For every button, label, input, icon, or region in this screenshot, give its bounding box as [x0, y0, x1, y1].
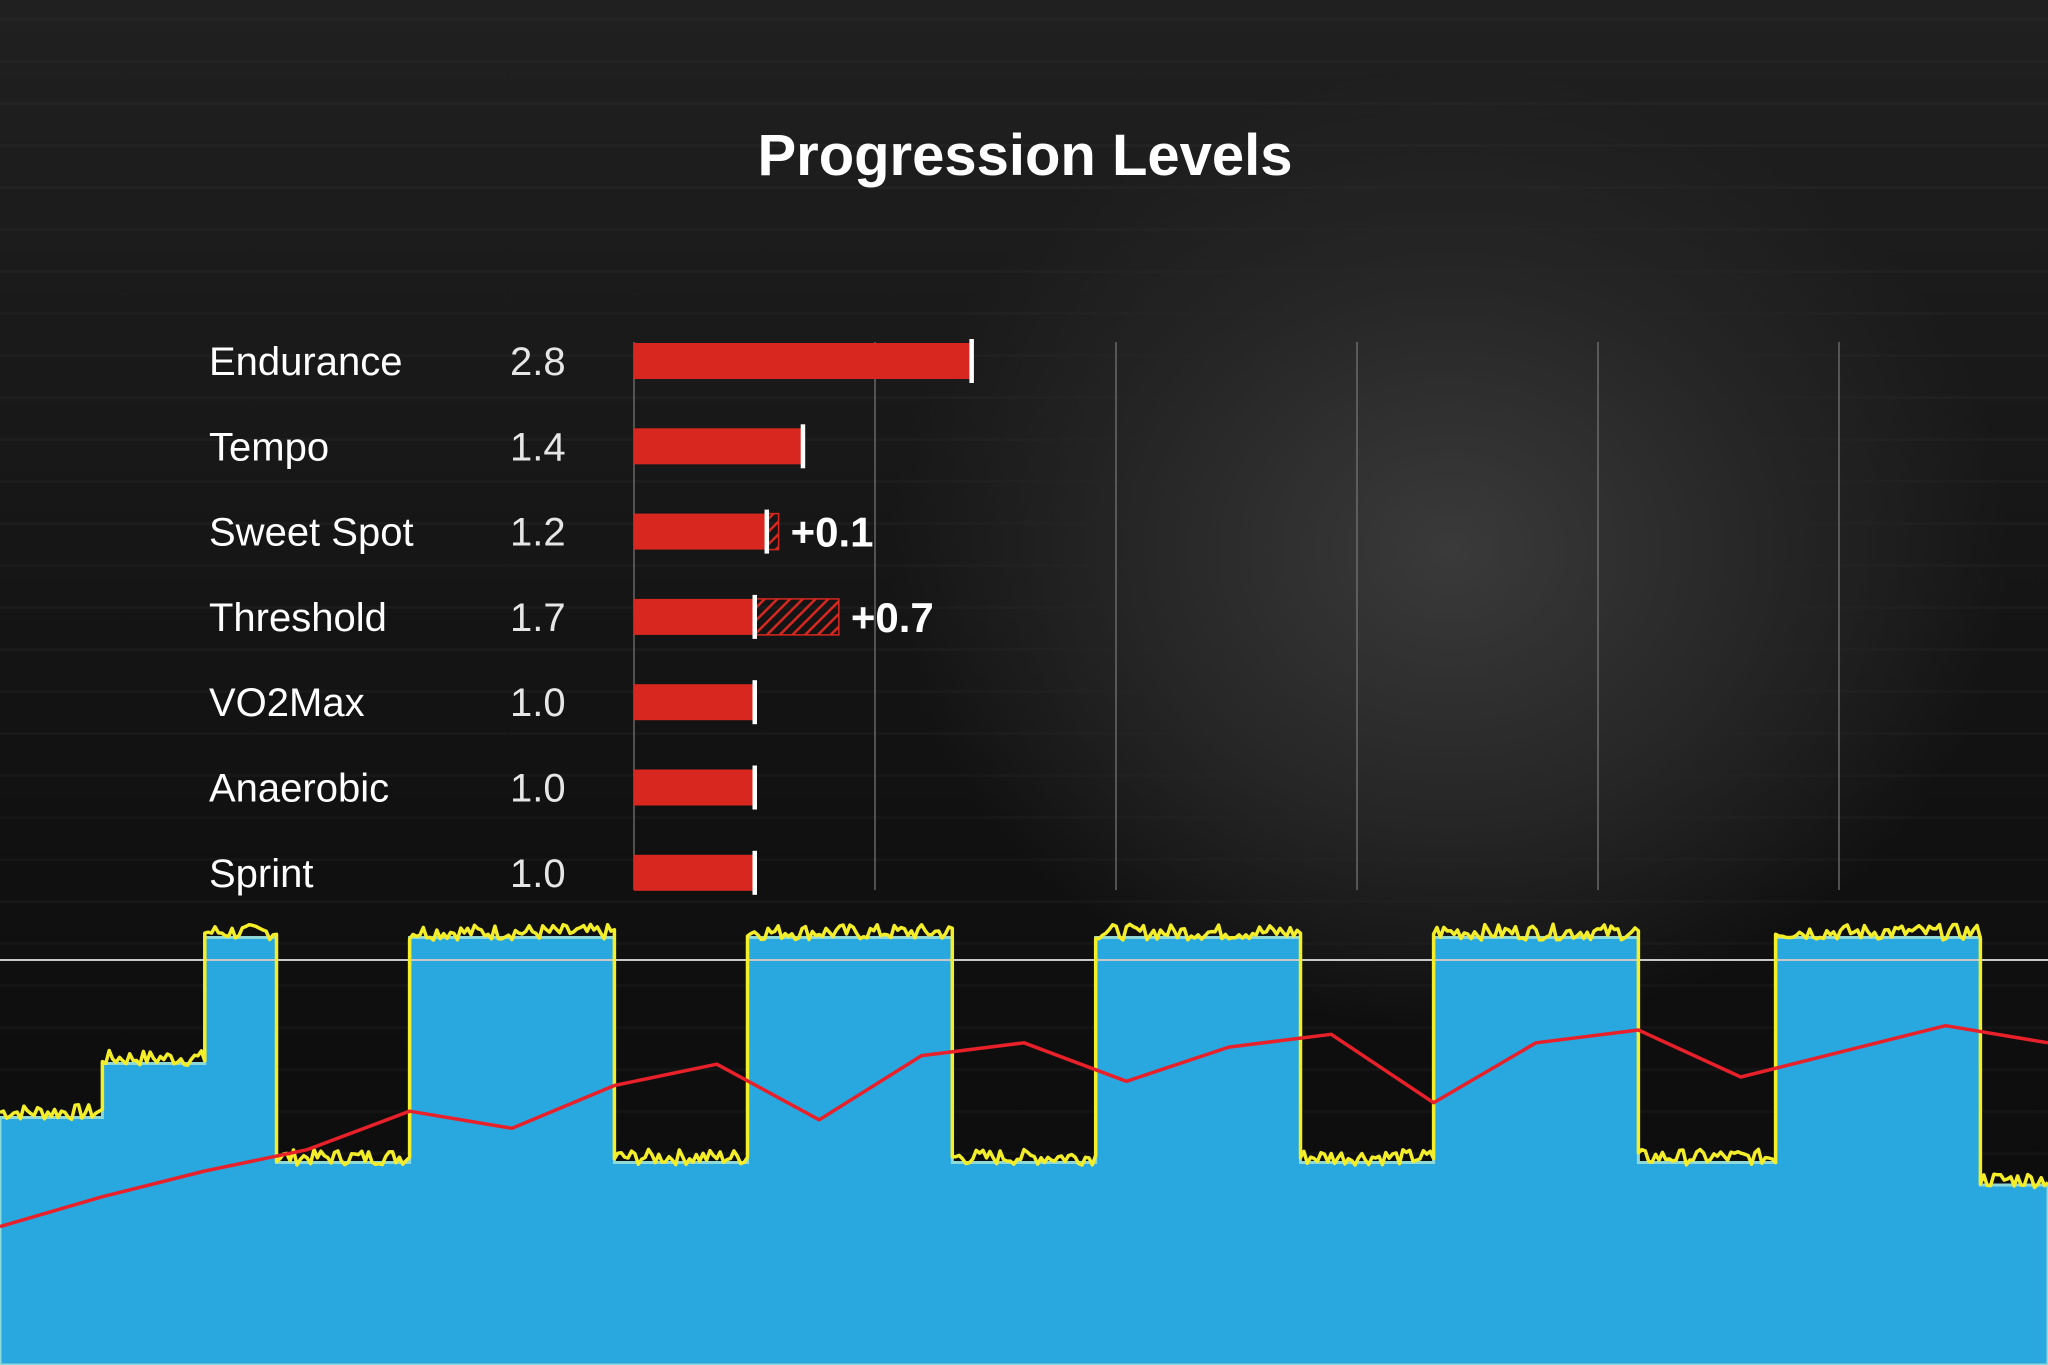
delta-label: +0.7 [851, 594, 934, 641]
level-marker [800, 424, 806, 469]
value-label: 1.2 [510, 511, 566, 555]
bar [634, 684, 755, 721]
heart-rate-line [0, 1023, 2048, 1229]
bar [634, 854, 755, 891]
value-label: 1.7 [510, 596, 566, 640]
progression-bars: Endurance 2.8 Tempo 1.4 Sweet Spot 1.2 +0.1 Thr… [209, 339, 974, 896]
category-label: Sprint [209, 852, 314, 896]
value-label: 1.0 [510, 681, 566, 725]
category-label: Threshold [209, 596, 387, 640]
actual-power-line [0, 922, 2048, 1190]
category-label: Tempo [209, 425, 329, 469]
value-label: 2.8 [510, 340, 566, 384]
level-marker [764, 509, 770, 554]
delta-bar [753, 598, 840, 636]
category-label: VO2Max [209, 681, 365, 725]
bar [634, 598, 755, 635]
category-label: Endurance [209, 340, 402, 384]
level-marker [752, 765, 757, 810]
value-label: 1.0 [510, 767, 566, 811]
bar [634, 343, 972, 379]
bar [634, 769, 755, 806]
chart-title: Progression Levels [757, 123, 1292, 188]
workout-graph [0, 922, 2048, 1365]
category-label: Anaerobic [209, 767, 389, 811]
delta-label: +0.1 [791, 509, 874, 556]
level-marker [969, 339, 974, 383]
level-marker [752, 594, 757, 639]
bar [634, 428, 803, 465]
value-label: 1.0 [510, 852, 566, 896]
value-label: 1.4 [510, 425, 566, 469]
level-marker [752, 680, 757, 725]
level-marker [752, 850, 757, 895]
category-label: Sweet Spot [209, 511, 414, 555]
bar [634, 513, 767, 550]
